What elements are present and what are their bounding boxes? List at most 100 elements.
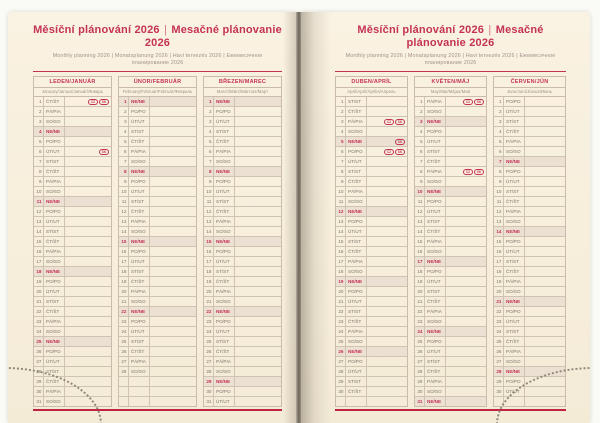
day-number: 2: [415, 107, 425, 116]
day-abbrev: PO/PO: [425, 127, 446, 136]
notes-cell: CZ SK: [446, 167, 486, 176]
month-name: DUBEN/APRÍL: [351, 79, 392, 85]
month-header: ČERVEN/JÚN: [493, 76, 566, 88]
notes-cell: [525, 387, 565, 396]
day-row: 5 ČT/ŠT: [204, 137, 281, 147]
day-abbrev: SO/SO: [214, 297, 235, 306]
month-grid: 1 NE/NE 2 PO/PO 3 ÚT/UT 4 ST/ST 5 ČT/ŠT 6 PÁ/PIA 7 SO…: [203, 96, 282, 407]
day-number: 18: [34, 267, 44, 276]
day-abbrev: PO/PO: [346, 217, 367, 226]
day-number: 19: [119, 277, 129, 286]
day-abbrev: SO/SO: [214, 227, 235, 236]
notes-cell: SK: [65, 147, 111, 156]
day-abbrev: [504, 397, 525, 406]
day-row: 24 ÚT/UT: [119, 327, 196, 337]
day-abbrev: PO/PO: [214, 317, 235, 326]
notes-cell: [150, 357, 196, 366]
day-row: 10 SO/SO: [34, 187, 111, 197]
day-number: 25: [204, 337, 214, 346]
day-abbrev: ST/ST: [44, 227, 65, 236]
day-abbrev: ST/ST: [129, 127, 150, 136]
day-abbrev: ÚT/UT: [504, 317, 525, 326]
day-number: 23: [494, 317, 504, 326]
day-abbrev: PO/PO: [504, 97, 525, 106]
day-abbrev: SO/SO: [129, 227, 150, 236]
notes-cell: [446, 287, 486, 296]
notes-cell: [367, 127, 407, 136]
holiday-badge-cz-icon: CZ: [384, 148, 394, 155]
day-abbrev: PÁ/PIA: [44, 107, 65, 116]
day-abbrev: PO/PO: [346, 357, 367, 366]
day-abbrev: ČT/ŠT: [44, 167, 65, 176]
day-row: 11 NE/NE: [34, 197, 111, 207]
day-row: 12 PO/PO: [34, 207, 111, 217]
notes-cell: [446, 387, 486, 396]
day-row: 17 PÁ/PIA: [336, 257, 407, 267]
day-row: 26 ČT/ŠT: [204, 347, 281, 357]
day-row: 3 NE/NE: [415, 117, 486, 127]
day-row: 16 SO/SO: [415, 247, 486, 257]
day-abbrev: NE/NE: [214, 377, 235, 386]
day-abbrev: ČT/ŠT: [214, 347, 235, 356]
day-number: 30: [336, 387, 346, 396]
month-grid: 1 ST/ST 2 ČT/ŠT 3 PÁ/PIA CZ SK 4 SO/SO 5 NE/NE SK 6 PO…: [335, 96, 408, 407]
notes-cell: [525, 237, 565, 246]
month-languages: March/März/Március/Март: [203, 88, 282, 96]
day-row: 19 ČT/ŠT: [119, 277, 196, 287]
month-name: ÚNOR/FEBRUÁR: [133, 79, 182, 85]
day-row: 26 PÁ/PIA: [494, 347, 565, 357]
notes-cell: [446, 397, 486, 406]
notes-cell: [150, 157, 196, 166]
day-row: 6 ST/ST: [415, 147, 486, 157]
day-number: 4: [494, 127, 504, 136]
day-number: 14: [494, 227, 504, 236]
day-abbrev: ST/ST: [504, 117, 525, 126]
day-number: 1: [119, 97, 129, 106]
day-number: 29: [204, 377, 214, 386]
day-number: 28: [204, 367, 214, 376]
notes-cell: [235, 157, 281, 166]
day-row: 20 PÁ/PIA: [119, 287, 196, 297]
day-row: 15 PO/PO: [494, 237, 565, 247]
day-abbrev: PÁ/PIA: [129, 287, 150, 296]
day-abbrev: PÁ/PIA: [44, 177, 65, 186]
holiday-badge-sk-icon: SK: [474, 168, 484, 175]
notes-cell: [446, 297, 486, 306]
day-row: 24 ÚT/UT: [204, 327, 281, 337]
notes-cell: [446, 157, 486, 166]
day-number: 8: [494, 167, 504, 176]
day-abbrev: SO/SO: [129, 157, 150, 166]
day-abbrev: ČT/ŠT: [504, 197, 525, 206]
day-row: 16 ČT/ŠT: [336, 247, 407, 257]
day-row: 31 SO/SO: [34, 397, 111, 406]
day-row: 20 PO/PO: [336, 287, 407, 297]
title-czech: Měsíční plánování 2026: [357, 24, 485, 36]
day-number: 22: [415, 307, 425, 316]
notes-cell: [150, 397, 196, 406]
day-row: 1 PO/PO: [494, 97, 565, 107]
day-number: 1: [415, 97, 425, 106]
day-row: 9 ÚT/UT: [494, 177, 565, 187]
day-row: 1 PÁ/PIA CZ SK: [415, 97, 486, 107]
day-abbrev: ČT/ŠT: [504, 127, 525, 136]
day-number: 7: [204, 157, 214, 166]
day-row: 2 SO/SO: [415, 107, 486, 117]
notes-cell: [65, 117, 111, 126]
day-row: 11 ST/ST: [119, 197, 196, 207]
day-abbrev: NE/NE: [425, 257, 446, 266]
day-abbrev: ÚT/UT: [129, 257, 150, 266]
notes-cell: [235, 327, 281, 336]
day-abbrev: ST/ST: [44, 367, 65, 376]
notes-cell: [150, 267, 196, 276]
day-number: 2: [34, 107, 44, 116]
day-number: 27: [415, 357, 425, 366]
day-number: 28: [119, 367, 129, 376]
day-abbrev: PO/PO: [425, 337, 446, 346]
day-abbrev: PÁ/PIA: [504, 347, 525, 356]
day-abbrev: NE/NE: [504, 297, 525, 306]
day-abbrev: PÁ/PIA: [129, 357, 150, 366]
day-abbrev: ČT/ŠT: [44, 97, 65, 106]
day-number: 18: [415, 267, 425, 276]
notes-cell: [235, 297, 281, 306]
day-row: 25 ČT/ŠT: [494, 337, 565, 347]
